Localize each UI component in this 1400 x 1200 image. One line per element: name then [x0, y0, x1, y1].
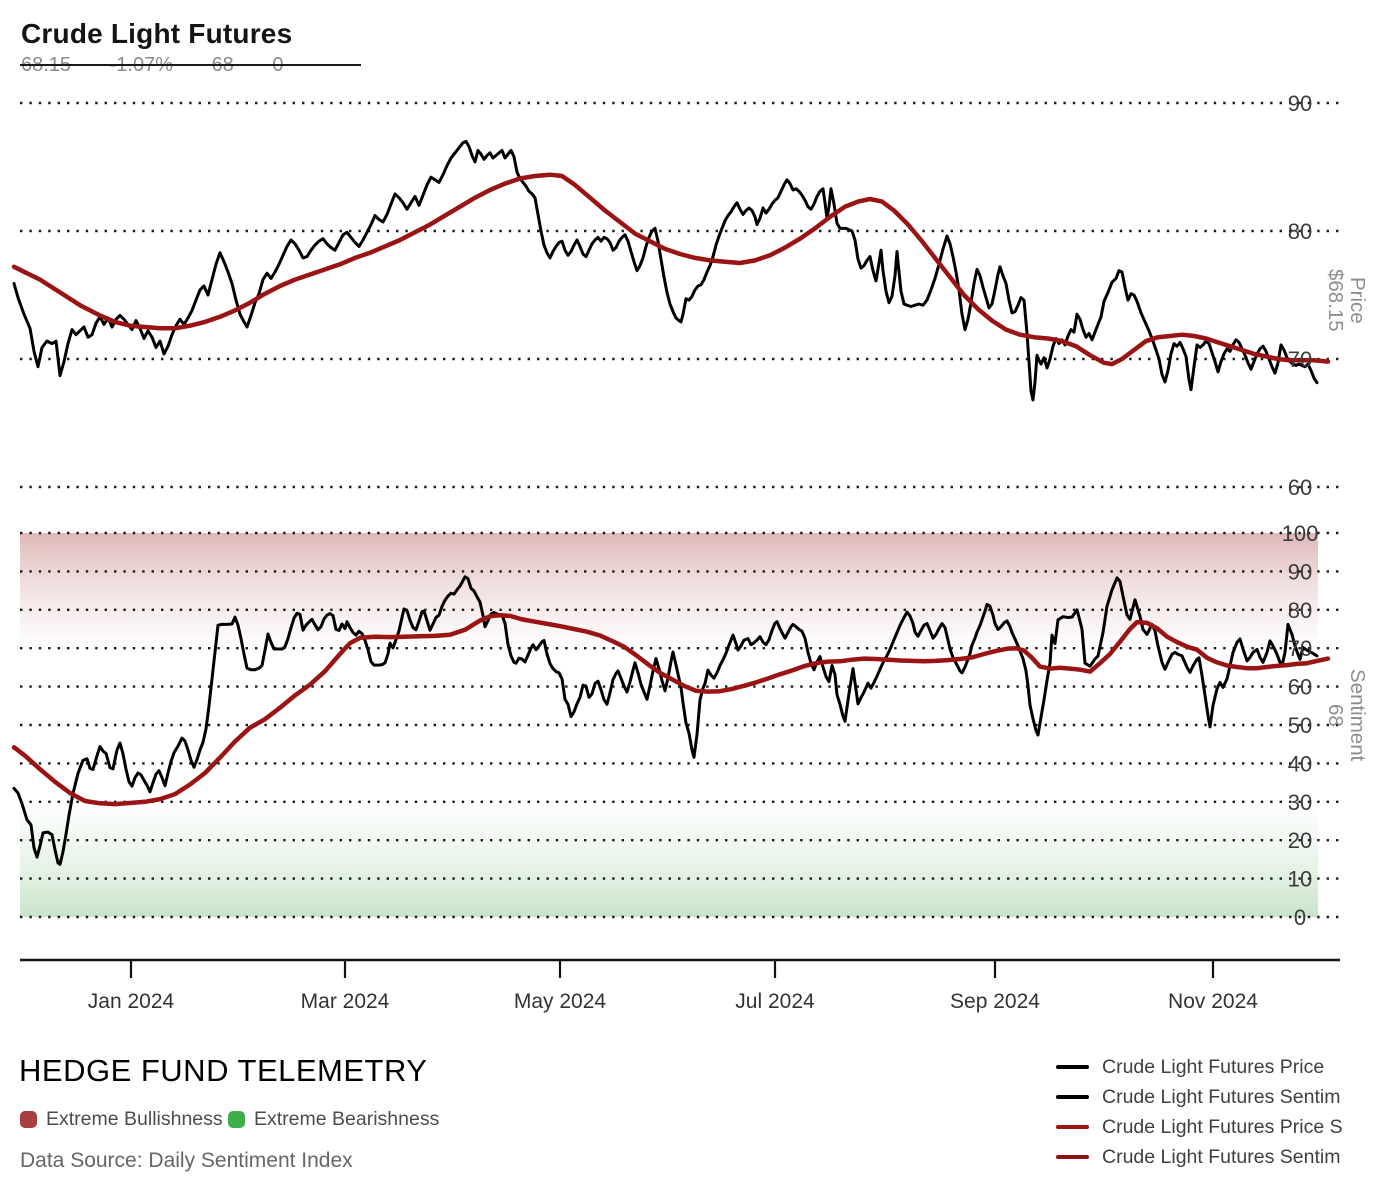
legend-label: Crude Light Futures Sentim: [1102, 1145, 1341, 1168]
x-axis-label: May 2024: [514, 990, 607, 1013]
y-tick-label-sentiment-40: 40: [1288, 751, 1312, 776]
x-axis-label: Nov 2024: [1168, 990, 1258, 1013]
y-tick-label-price-80: 80: [1288, 219, 1312, 244]
price-axis-name: Price: [1346, 276, 1369, 324]
zone-legend-label: Extreme Bullishness: [46, 1108, 223, 1130]
legend-line-swatch-icon: [1056, 1155, 1089, 1159]
y-tick-label-sentiment-0: 0: [1294, 905, 1306, 930]
data-source-note: Data Source: Daily Sentiment Index: [20, 1149, 353, 1172]
zone-band-bearish: [20, 801, 1318, 917]
series-legend: Crude Light Futures Price Crude Light Fut…: [1056, 1052, 1343, 1172]
y-tick-label-sentiment-100: 100: [1282, 521, 1319, 546]
x-axis-label: Mar 2024: [301, 990, 390, 1013]
bearishness-swatch-icon: [228, 1111, 245, 1128]
price-series-line-0: [12, 139, 1319, 402]
y-tick-label-sentiment-50: 50: [1288, 713, 1312, 738]
y-tick-label-price-60: 60: [1288, 475, 1312, 500]
sentiment-axis-name: Sentiment: [1346, 668, 1369, 762]
y-tick-label-sentiment-60: 60: [1288, 675, 1312, 700]
price-series-line-1: [11, 172, 1331, 367]
page-title: Crude Light Futures: [21, 18, 293, 49]
sentiment-axis-title: Sentiment 68: [1324, 600, 1369, 830]
zone-legend-label: Extreme Bearishness: [254, 1108, 440, 1130]
y-tick-label-sentiment-10: 10: [1288, 867, 1312, 892]
x-axis-label: Jul 2024: [735, 990, 815, 1013]
legend-label: Crude Light Futures Price: [1102, 1055, 1325, 1078]
legend-label: Crude Light Futures Sentim: [1102, 1085, 1341, 1108]
brand-title: HEDGE FUND TELEMETRY: [19, 1053, 428, 1088]
legend-label: Crude Light Futures Price S: [1102, 1115, 1343, 1138]
x-axis-label: Sep 2024: [950, 990, 1040, 1013]
y-tick-label-sentiment-30: 30: [1288, 790, 1312, 815]
y-tick-label-sentiment-70: 70: [1288, 636, 1312, 661]
y-tick-label-sentiment-90: 90: [1288, 559, 1312, 584]
legend-row-2[interactable]: Crude Light Futures Price S: [1056, 1112, 1343, 1142]
price-axis-current-value: $68.15: [1324, 268, 1347, 332]
y-tick-label-price-90: 90: [1288, 91, 1312, 116]
legend-line-swatch-icon: [1056, 1095, 1089, 1099]
quote-strikethrough-line: [20, 64, 361, 66]
legend-row-0[interactable]: Crude Light Futures Price: [1056, 1052, 1343, 1082]
sentiment-series-line-1: [11, 612, 1331, 807]
y-tick-label-sentiment-80: 80: [1288, 598, 1312, 623]
sentiment-axis-current-value: 68: [1324, 703, 1347, 727]
zone-legend-item-bullishness: Extreme Bullishness: [20, 1108, 223, 1131]
x-axis-label: Jan 2024: [88, 990, 175, 1013]
price-axis-title: Price $68.15: [1324, 185, 1369, 415]
bullishness-swatch-icon: [20, 1111, 37, 1128]
zone-legend-item-bearishness: Extreme Bearishness: [228, 1108, 439, 1131]
y-tick-label-sentiment-20: 20: [1288, 828, 1312, 853]
legend-line-swatch-icon: [1056, 1065, 1089, 1069]
legend-row-3[interactable]: Crude Light Futures Sentim: [1056, 1142, 1343, 1172]
legend-line-swatch-icon: [1056, 1125, 1089, 1129]
zone-band-bullish: [20, 533, 1318, 649]
y-tick-label-price-70: 70: [1288, 347, 1312, 372]
legend-row-1[interactable]: Crude Light Futures Sentim: [1056, 1082, 1343, 1112]
